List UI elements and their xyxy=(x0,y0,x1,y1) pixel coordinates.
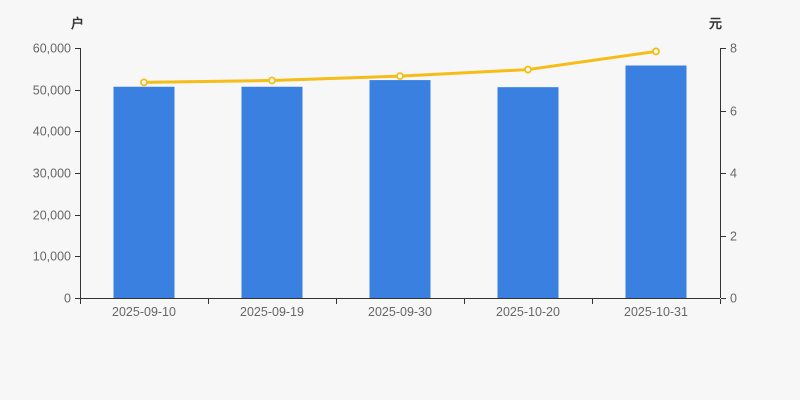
x-label-2025-10-31: 2025-10-31 xyxy=(624,305,688,319)
left-tick-label-30,000: 30,000 xyxy=(33,167,71,181)
bar-2025-09-30[interactable] xyxy=(369,80,431,298)
x-label-2025-09-30: 2025-09-30 xyxy=(368,305,432,319)
line-marker-2025-09-19[interactable] xyxy=(268,76,276,85)
left-axis-unit-label: 户 xyxy=(71,16,85,31)
left-tick-label-60,000: 60,000 xyxy=(33,42,71,56)
bar-2025-09-19[interactable] xyxy=(241,86,303,298)
right-tick-label-2: 2 xyxy=(730,230,737,244)
x-label-2025-09-19: 2025-09-19 xyxy=(240,305,304,319)
left-tick-label-0: 0 xyxy=(64,292,71,306)
line-marker-2025-10-31[interactable] xyxy=(652,47,660,56)
left-tick-label-10,000: 10,000 xyxy=(33,250,71,264)
right-tick-label-8: 8 xyxy=(730,42,737,56)
x-label-2025-09-10: 2025-09-10 xyxy=(112,305,176,319)
bar-2025-09-10[interactable] xyxy=(113,86,175,298)
line-marker-2025-10-20[interactable] xyxy=(524,65,532,74)
left-tick-label-50,000: 50,000 xyxy=(33,84,71,98)
bar-2025-10-31[interactable] xyxy=(625,65,687,299)
right-tick-label-0: 0 xyxy=(730,292,737,306)
bar-2025-10-20[interactable] xyxy=(497,87,559,299)
left-tick-label-20,000: 20,000 xyxy=(33,209,71,223)
x-label-2025-10-20: 2025-10-20 xyxy=(496,305,560,319)
line-marker-2025-09-10[interactable] xyxy=(140,78,148,87)
left-tick-label-40,000: 40,000 xyxy=(33,125,71,139)
right-axis-unit-label: 元 xyxy=(709,16,723,31)
right-tick-label-6: 6 xyxy=(730,105,737,119)
line-marker-2025-09-30[interactable] xyxy=(396,72,404,81)
right-tick-label-4: 4 xyxy=(730,167,737,181)
